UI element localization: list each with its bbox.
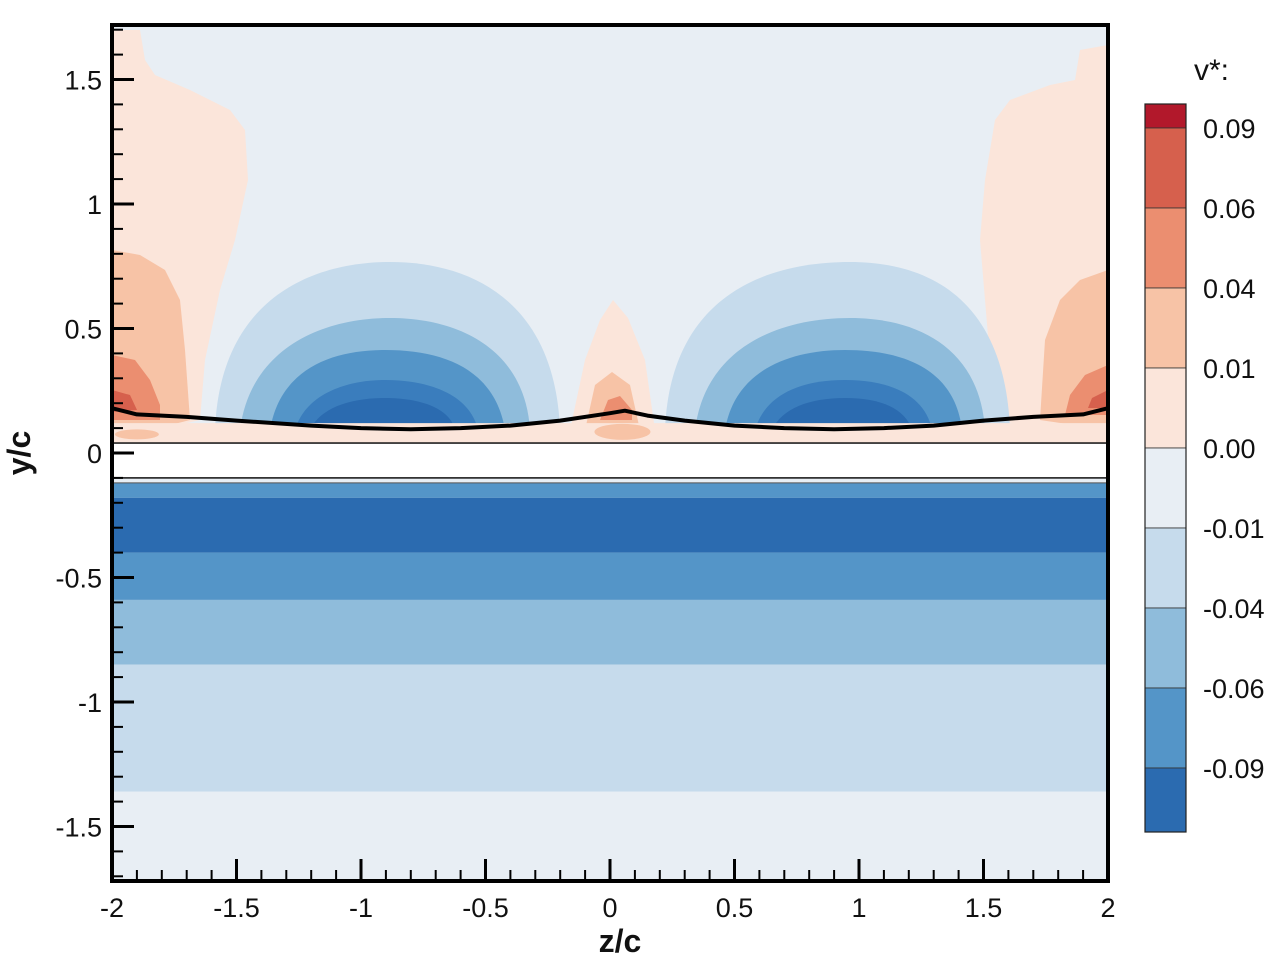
colorbar-swatch [1144, 527, 1187, 609]
colorbar-level-label: 0.00 [1203, 434, 1256, 464]
colorbar-swatch [1144, 367, 1187, 449]
lower-band-1 [112, 497, 1108, 553]
red-zone-left-core [112, 390, 137, 412]
x-tick-label: -1 [349, 893, 373, 923]
y-axis-title: y/c [1, 431, 37, 475]
colorbar-swatch [1144, 287, 1187, 369]
x-tick-label: 1.5 [965, 893, 1003, 923]
blue-lobe-left-5 [310, 398, 455, 430]
red-zone-right-core [1088, 390, 1108, 408]
lower-band-3 [112, 599, 1108, 665]
y-tick-label: 1 [87, 190, 102, 220]
lower-band-0 [112, 482, 1108, 498]
colorbar-level-label: 0.09 [1203, 114, 1256, 144]
x-tick-label: -1.5 [213, 893, 260, 923]
colorbar-title: v*: [1194, 54, 1229, 87]
colorbar-swatch [1144, 127, 1187, 209]
lower-band-4 [112, 664, 1108, 792]
x-axis-ticks: -2 -1.5 -1 -0.5 0 0.5 1 1.5 2 [100, 859, 1116, 923]
y-tick-label: 1.5 [64, 66, 102, 96]
colorbar-frame [1144, 103, 1187, 833]
flat-plate [112, 442, 1108, 479]
y-axis-ticks: 1.5 1 0.5 0 -0.5 -1 -1.5 [55, 28, 134, 878]
near-wall-spot-left [114, 429, 159, 440]
x-tick-label: 0 [602, 893, 617, 923]
lower-region-bands [112, 482, 1108, 881]
colorbar-swatch [1144, 687, 1187, 769]
blue-lobe-right-5 [772, 398, 912, 430]
y-tick-label: 0 [87, 439, 102, 469]
boundary-layer-region [112, 423, 1108, 444]
x-tick-label: -0.5 [462, 893, 509, 923]
x-axis-title: z/c [599, 923, 642, 959]
x-tick-label: 2 [1100, 893, 1115, 923]
x-tick-label: 1 [851, 893, 866, 923]
red-zone-center-outer [570, 300, 655, 430]
x-tick-label: 0.5 [716, 893, 754, 923]
colorbar-level-label: 0.06 [1203, 194, 1256, 224]
colorbar-level-label: 0.04 [1203, 274, 1256, 304]
plot-area [112, 25, 1108, 881]
colorbar-swatch [1144, 607, 1187, 689]
colorbar-level-label: -0.04 [1203, 594, 1265, 624]
colorbar-level-label: -0.06 [1203, 674, 1265, 704]
x-tick-label: -2 [100, 893, 124, 923]
y-tick-label: -0.5 [55, 564, 102, 594]
colorbar-swatch [1144, 767, 1187, 833]
colorbar-swatch [1144, 103, 1187, 129]
boundary-layer-edge-line [112, 406, 1108, 432]
y-tick-label: -1.5 [55, 813, 102, 843]
y-tick-label: -1 [78, 688, 102, 718]
colorbar: 0.09 0.06 0.04 0.01 0.00 -0.01 -0.04 -0.06 -0.09 [1144, 103, 1265, 833]
colorbar-level-label: 0.01 [1203, 354, 1256, 384]
colorbar-swatch [1144, 207, 1187, 289]
y-tick-label: 0.5 [64, 315, 102, 345]
lower-band-2 [112, 552, 1108, 600]
colorbar-level-label: -0.09 [1203, 754, 1265, 784]
colorbar-level-label: -0.01 [1203, 514, 1265, 544]
near-wall-spot-center [594, 423, 651, 440]
colorbar-swatch [1144, 447, 1187, 529]
